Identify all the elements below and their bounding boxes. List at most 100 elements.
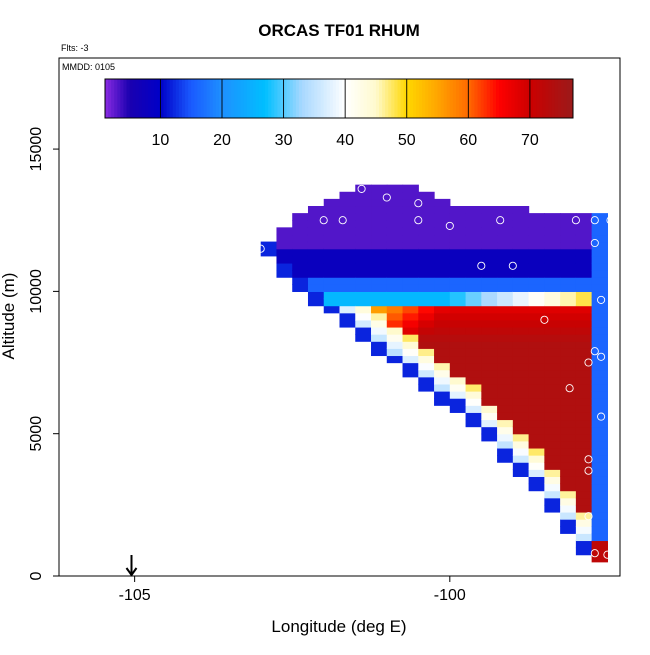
heatmap-cell [560,383,577,392]
heatmap-cell [512,334,530,342]
heatmap-cell [560,511,577,520]
heatmap-cell [544,462,561,470]
flight-point [597,295,606,304]
heatmap-cell [386,184,404,193]
heatmap-cell [323,277,341,285]
heatmap-cell [544,369,561,378]
heatmap-cell [591,469,608,477]
flight-point [508,261,517,270]
colorbar-segment [449,79,454,118]
heatmap-cell [386,227,404,236]
heatmap-cell [512,341,530,349]
heatmap-cell [465,362,482,371]
heatmap-cell [386,241,404,250]
colorbar-segment [468,79,472,118]
heatmap-cell [512,277,530,285]
heatmap-cell [339,277,356,285]
heatmap-cell [560,248,577,257]
colorbar-segment [357,79,362,118]
heatmap-cell [418,319,435,328]
heatmap-cell [418,227,435,236]
heatmap-cell [512,312,530,321]
colorbar [105,79,574,118]
colorbar-segment [548,79,552,118]
colorbar-segment [326,79,331,118]
heatmap-cell [449,383,467,392]
heatmap-cell [481,291,498,300]
colorbar-segment [542,79,546,118]
colorbar-segment [178,79,183,118]
heatmap-cell [292,227,309,236]
colorbar-segment [114,79,118,118]
heatmap-cell [481,319,498,328]
heatmap-cell [402,248,419,257]
heatmap-cell [560,419,577,428]
colorbar-segment [225,79,229,118]
heatmap-cell [497,426,514,435]
colorbar-segment [317,79,322,118]
flight-point [609,550,618,559]
heatmap-cell [371,326,388,335]
heatmap-cell [260,241,278,250]
heatmap-cell [418,369,435,378]
heatmap-cell [591,447,608,456]
heatmap-cell [402,305,419,314]
heatmap-cell [371,220,388,228]
colorbar-segment [360,79,365,118]
heatmap-cell [528,469,545,477]
heatmap-cell [560,398,577,406]
heatmap-cell [292,284,309,292]
colorbar-segment [151,79,155,118]
heatmap-cell [481,341,498,349]
heatmap-cell [497,206,514,214]
heatmap-cell [591,376,608,385]
heatmap-cell [575,319,593,328]
heatmap-cell [481,405,498,413]
heatmap-cell [575,540,593,549]
heatmap-cell [591,312,608,321]
heatmap-cell [434,206,451,214]
heatmap-cell [544,447,561,456]
heatmap-cell [497,270,514,278]
flight-point [319,216,328,225]
heatmap-cell [402,284,419,292]
heatmap-cell [528,462,545,470]
heatmap-cell [544,220,561,228]
heatmap-cell [355,206,372,214]
heatmap-cell [481,312,498,321]
heatmap-cell [371,255,388,264]
heatmap-cell [434,248,451,257]
colorbar-segment [560,79,565,118]
heatmap-cell [402,227,419,236]
heatmap-cell [575,326,593,335]
heatmap-cell [544,234,561,243]
colorbar-segment [126,79,131,118]
heatmap-cell [560,469,577,477]
colorbar-segment [329,79,334,118]
heatmap-cell [497,341,514,349]
heatmap-cell [449,284,467,292]
heatmap-cell [544,355,561,364]
heatmap-cell [497,241,514,250]
heatmap-cell [560,447,577,456]
colorbar-segment [409,79,414,118]
heatmap-cell [591,383,608,392]
flight-point [338,216,347,225]
heatmap-cell [512,284,530,292]
heatmap-cell [465,369,482,378]
heatmap-cell [481,305,498,314]
heatmap-cell [481,220,498,228]
colorbar-segment [311,79,315,118]
heatmap-cell [575,312,593,321]
heatmap-cell [528,291,545,300]
colorbar-segment [265,79,269,118]
colorbar-segment [443,79,448,118]
heatmap-cell [292,241,309,250]
colorbar-segment [388,79,392,118]
heatmap-cell [512,326,530,335]
colorbar-segment [163,79,168,118]
colorbar-segment [459,79,463,118]
heatmap-cell [355,305,372,314]
heatmap-cell [339,255,356,264]
heatmap-cell [449,291,467,300]
